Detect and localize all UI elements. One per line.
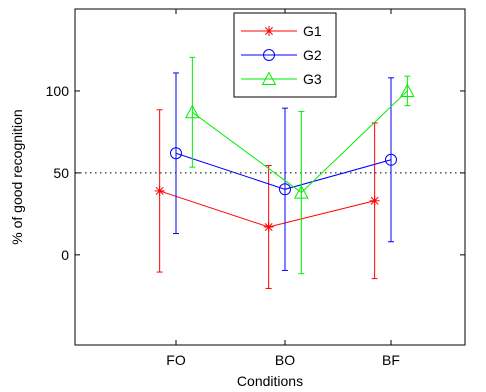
data-point-g1 bbox=[369, 195, 380, 206]
y-tick-label: 50 bbox=[53, 165, 69, 181]
legend-label-g2: G2 bbox=[303, 47, 322, 63]
legend-label-g1: G1 bbox=[303, 23, 322, 39]
y-axis-title: % of good recognition bbox=[9, 109, 25, 244]
series-g1 bbox=[154, 109, 380, 289]
error-bar-g3 bbox=[189, 56, 196, 168]
data-point-g2 bbox=[170, 147, 182, 160]
marker-stroke bbox=[264, 223, 273, 231]
data-point-g1 bbox=[154, 185, 165, 196]
legend-entry-g2: G2 bbox=[241, 47, 322, 63]
legend-marker-g1 bbox=[264, 26, 274, 36]
legend-marker-g2 bbox=[263, 49, 275, 61]
series-line-g2 bbox=[175, 152, 392, 190]
legend-entry-g3: G3 bbox=[241, 71, 322, 87]
legend: G1 G2 G3 bbox=[233, 12, 337, 98]
data-point-g3 bbox=[400, 83, 415, 97]
x-tick-label: FO bbox=[166, 352, 186, 368]
x-axis-title: Conditions bbox=[237, 373, 303, 389]
data-point-g3 bbox=[294, 185, 309, 199]
x-tick-label: BO bbox=[275, 352, 295, 368]
marker-stroke bbox=[265, 27, 273, 35]
series-line-g3 bbox=[192, 90, 408, 194]
series-g3 bbox=[185, 56, 415, 275]
x-tick-label: BF bbox=[382, 352, 400, 368]
data-point-g2 bbox=[279, 183, 291, 196]
legend-entry-g1: G1 bbox=[241, 23, 322, 39]
data-point-g3 bbox=[185, 104, 200, 119]
marker-stroke bbox=[370, 196, 379, 205]
legend-label-g3: G3 bbox=[303, 71, 322, 87]
data-point-g1 bbox=[263, 221, 274, 232]
marker-stroke bbox=[155, 186, 164, 195]
data-point-g2 bbox=[385, 153, 397, 166]
y-tick-label: 100 bbox=[46, 83, 70, 99]
legend-marker-g3 bbox=[261, 71, 277, 86]
axis-ticks: 0 50 100 FO BO BF bbox=[46, 9, 465, 368]
y-tick-label: 0 bbox=[61, 247, 69, 263]
series-layer bbox=[154, 56, 415, 289]
series-g2 bbox=[170, 72, 397, 271]
